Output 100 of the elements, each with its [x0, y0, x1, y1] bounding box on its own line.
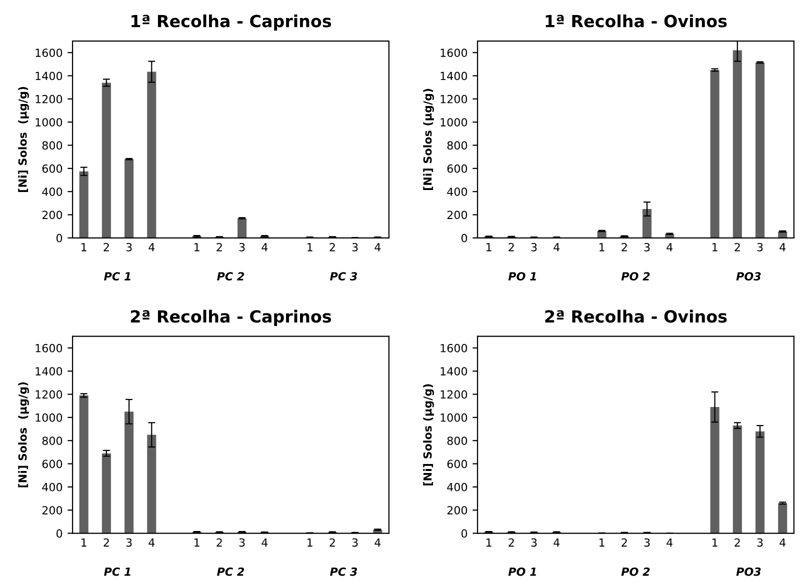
x-tick-label: 3 [531, 538, 537, 547]
x-tick-label: 1 [194, 243, 200, 252]
y-tick-label: 1000 [36, 118, 62, 126]
x-tick-label: 1 [486, 538, 492, 547]
text: PO 2 [621, 567, 650, 576]
x-tick-label: 4 [554, 243, 560, 252]
x-tick-label: 3 [352, 538, 358, 547]
y-tick-label: 0 [461, 529, 468, 538]
x-tick-label: 4 [374, 538, 381, 547]
x-tick-label: 1 [600, 243, 604, 252]
y-tick-label: 400 [42, 188, 62, 196]
x-tick-label: 1 [308, 243, 312, 252]
y-tick-label: 600 [42, 164, 62, 173]
x-tick-label: 3 [126, 242, 132, 252]
x-tick-label: 2 [216, 242, 222, 252]
x-tick-label: 2 [622, 242, 627, 252]
x-tick-label: 2 [622, 538, 627, 547]
x-tick-label: 1 [712, 243, 718, 252]
y-tick-label: 200 [447, 210, 468, 220]
y-tick-label: 400 [42, 482, 62, 492]
y-tick-label: 1600 [36, 344, 62, 352]
x-tick-label: 3 [239, 538, 245, 547]
x-tick-label: 4 [262, 538, 268, 547]
x-tick-label: 1 [600, 538, 604, 547]
y-axis-title: [Ni] Solos (µg/g) [18, 382, 29, 488]
y-tick-label: 800 [447, 436, 468, 445]
x-tick-label: 3 [126, 538, 132, 547]
text: PC 1 [104, 272, 130, 281]
y-tick-label: 0 [461, 234, 468, 242]
y-tick-label: 1000 [36, 413, 62, 422]
x-tick-label: 2 [734, 538, 740, 547]
chart-title: 1ª Recolha - Caprinos [132, 14, 332, 31]
text: PC 1 [104, 567, 130, 576]
y-tick-label: 1200 [36, 94, 62, 104]
x-tick-label: 4 [148, 538, 155, 547]
x-tick-label: 2 [104, 538, 109, 547]
text: PO 1 [508, 272, 536, 281]
x-tick-label: 3 [644, 242, 650, 252]
y-tick-label: 200 [42, 506, 62, 514]
y-tick-label: 800 [447, 141, 468, 150]
y-axis-title: [Ni] Solos (µg/g) [423, 88, 434, 190]
text: PO 2 [621, 272, 650, 281]
x-tick-label: 2 [734, 242, 740, 252]
x-tick-label: 4 [666, 538, 673, 547]
x-tick-label: 3 [239, 242, 245, 252]
text: PC 3 [330, 567, 358, 576]
text: PC 2 [217, 567, 244, 576]
x-tick-label: 2 [508, 538, 514, 547]
y-tick-label: 1400 [440, 72, 468, 80]
x-tick-label: 1 [82, 538, 86, 547]
chart-title: 1ª Recolha - Ovinos [546, 14, 727, 28]
x-tick-label: 2 [330, 242, 335, 252]
x-tick-label: 4 [262, 243, 268, 252]
x-tick-label: 3 [531, 242, 537, 252]
x-tick-label: 3 [757, 242, 763, 252]
x-tick-label: 2 [216, 538, 222, 547]
y-tick-label: 400 [447, 188, 468, 196]
y-tick-label: 1600 [36, 48, 62, 57]
y-tick-label: 1200 [36, 390, 62, 399]
y-tick-label: 800 [42, 141, 62, 150]
y-tick-label: 1400 [440, 367, 468, 376]
y-axis-title: [Ni] Solos (µg/g) [18, 86, 29, 192]
y-tick-label: 1400 [36, 367, 62, 376]
y-tick-label: 1600 [440, 344, 468, 352]
text: PC 2 [217, 272, 244, 281]
chart-title: 2ª Recolha - Ovinos [545, 310, 727, 323]
x-tick-label: 1 [194, 538, 200, 547]
x-tick-label: 3 [757, 538, 763, 547]
y-tick-label: 800 [42, 436, 62, 445]
y-tick-label: 1200 [440, 94, 468, 104]
text: PO3 [736, 567, 761, 576]
text: PO 1 [508, 567, 536, 576]
y-tick-label: 600 [42, 460, 62, 468]
y-tick-label: 1400 [36, 72, 62, 80]
y-tick-label: 200 [42, 210, 62, 220]
x-tick-label: 2 [508, 242, 514, 252]
x-tick-label: 1 [712, 538, 718, 547]
x-tick-label: 4 [780, 538, 786, 547]
y-tick-label: 1000 [440, 118, 468, 126]
x-tick-label: 1 [308, 538, 312, 547]
y-axis-title: [Ni] Solos (µg/g) [423, 384, 434, 486]
x-tick-label: 4 [148, 243, 155, 252]
y-tick-label: 200 [447, 506, 468, 514]
text: PO3 [736, 272, 761, 281]
x-tick-label: 1 [486, 243, 492, 252]
y-tick-label: 400 [447, 482, 468, 492]
x-tick-label: 1 [82, 243, 86, 252]
y-tick-label: 1200 [440, 390, 468, 399]
x-tick-label: 2 [330, 538, 335, 547]
x-tick-label: 2 [104, 242, 109, 252]
text: PC 3 [330, 272, 358, 281]
x-tick-label: 3 [644, 538, 650, 547]
y-tick-label: 0 [56, 234, 62, 242]
y-tick-label: 0 [56, 529, 62, 538]
y-tick-label: 600 [447, 460, 468, 468]
chart-title: 2ª Recolha - Caprinos [130, 310, 332, 326]
x-tick-label: 3 [352, 242, 358, 252]
y-tick-label: 600 [447, 164, 468, 173]
x-tick-label: 4 [780, 243, 786, 252]
x-tick-label: 4 [374, 243, 381, 252]
